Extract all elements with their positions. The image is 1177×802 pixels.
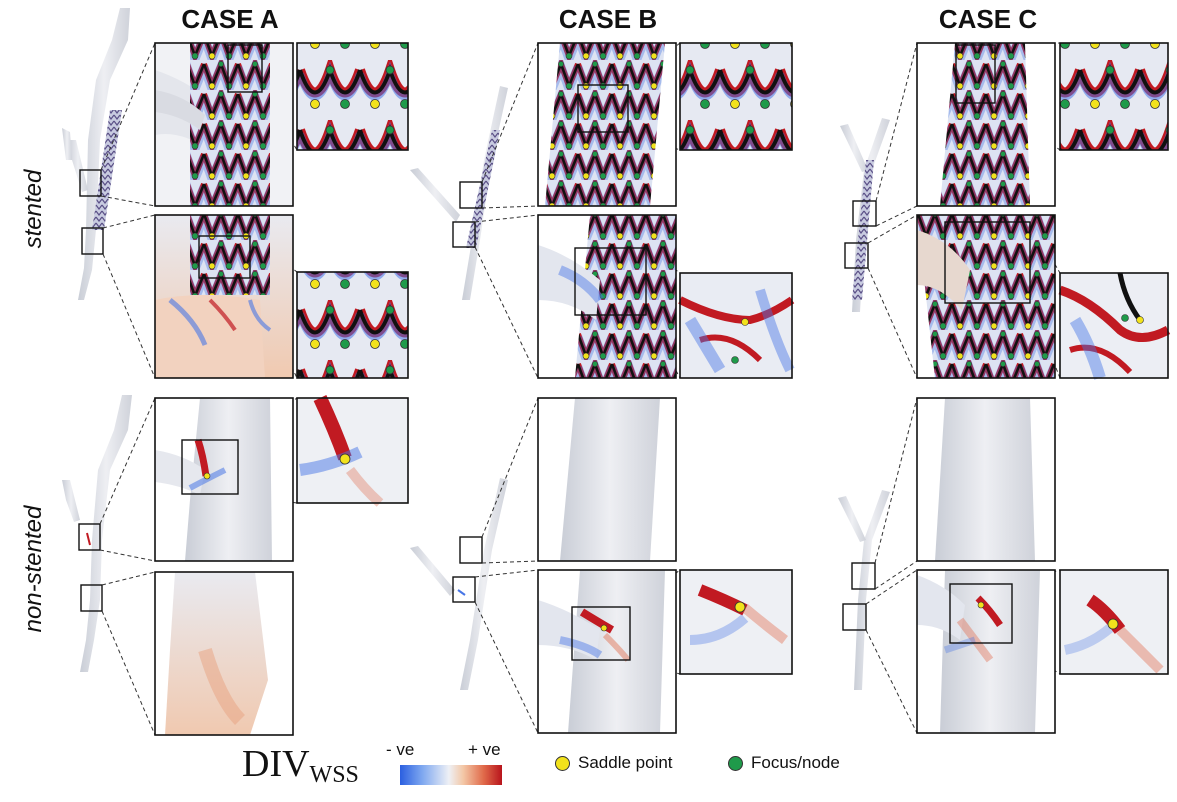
case-b-stented-panel-2 (538, 215, 676, 378)
case-a-nonstented-panel-1-frame (154, 397, 294, 562)
colorbar-neg-label: - ve (386, 740, 415, 759)
case-c-stented-zoom-1 (1059, 42, 1169, 151)
case-a-stented-model (62, 8, 130, 300)
case-a-zoom-box-3 (181, 439, 239, 495)
case-a-stented-panel-1 (155, 43, 293, 206)
divwss-colorbar (400, 765, 502, 785)
focus-node-marker-icon (728, 755, 743, 771)
legend-focus-label: Focus/node (751, 753, 840, 772)
case-a-title: CASE A (181, 4, 279, 34)
case-b-group (410, 42, 795, 734)
div-wss-label: DIVWSS (242, 742, 359, 789)
case-c-zoom-box-3 (949, 583, 1013, 644)
case-c-stented-panel-2 (917, 215, 1055, 378)
case-b-nonstented-zoom (679, 569, 793, 675)
case-a-stented-panel-2 (155, 215, 293, 378)
case-a-group (62, 8, 409, 736)
case-a-zoom-box-1 (227, 44, 263, 93)
case-c-stented-model (840, 118, 890, 312)
case-c-nonstented-zoom (1059, 569, 1169, 675)
div-wss-sub: WSS (309, 762, 359, 788)
case-b-stented-panel-1-frame (537, 42, 677, 207)
saddle-point-marker-icon (555, 755, 570, 771)
case-c-stented-panel-1 (917, 43, 1055, 206)
case-c-nonstented-panel-2 (917, 570, 1055, 733)
div-wss-main: DIV (242, 743, 310, 785)
legend-saddle: Saddle point (555, 753, 673, 773)
case-a-nonstented-panel-2 (155, 572, 293, 735)
case-c-zoom-box-2 (944, 221, 1031, 304)
case-b-stented-zoom-1 (679, 42, 793, 151)
case-a-zoom-box-2 (198, 235, 251, 279)
case-b-zoom-box-1 (577, 84, 629, 133)
case-c-stented-zoom-2 (1058, 272, 1171, 380)
case-b-stented-panel-1 (538, 43, 676, 206)
case-c-zoom-box-1 (955, 44, 996, 104)
case-c-nonstented-model (838, 490, 890, 690)
case-c-title: CASE C (938, 4, 1038, 34)
case-b-nonstented-model (410, 478, 508, 690)
case-b-zoom-box-3 (571, 606, 631, 661)
case-b-zoom-box-2 (574, 247, 647, 316)
case-b-stented-panel-2-frame (537, 214, 677, 379)
case-a-nonstented-zoom (296, 395, 409, 507)
case-b-nonstented-panel-2-frame (537, 569, 677, 734)
case-a-nonstented-model (62, 395, 132, 672)
case-b-nonstented-panel-1-frame (537, 397, 677, 562)
row-label-stented: stented (20, 169, 47, 249)
case-c-stented-panel-2-frame (916, 214, 1056, 379)
case-b-nonstented-panel-1 (538, 398, 676, 561)
case-a-stented-panel-1-frame (154, 42, 294, 207)
row-label-nonstented: non-stented (20, 505, 47, 633)
case-a-stented-zoom-1 (296, 42, 409, 151)
case-c-group (838, 42, 1171, 734)
case-a-stented-panel-2-frame (154, 214, 294, 379)
case-c-nonstented-panel-1 (917, 398, 1055, 561)
case-c-stented-panel-1-frame (916, 42, 1056, 207)
legend-saddle-label: Saddle point (578, 753, 673, 772)
case-b-stented-zoom-2 (678, 272, 795, 379)
case-b-stented-model (410, 86, 508, 300)
case-c-nonstented-panel-2-frame (916, 569, 1056, 734)
case-a-nonstented-panel-1 (155, 398, 293, 561)
case-a-stented-zoom-2 (296, 271, 409, 379)
case-b-title: CASE B (558, 4, 658, 34)
legend-focus: Focus/node (728, 753, 840, 773)
case-b-nonstented-panel-2 (538, 570, 676, 733)
colorbar-pos-label: + ve (468, 740, 501, 759)
case-a-nonstented-panel-2-frame (154, 571, 294, 736)
case-c-nonstented-panel-1-frame (916, 397, 1056, 562)
